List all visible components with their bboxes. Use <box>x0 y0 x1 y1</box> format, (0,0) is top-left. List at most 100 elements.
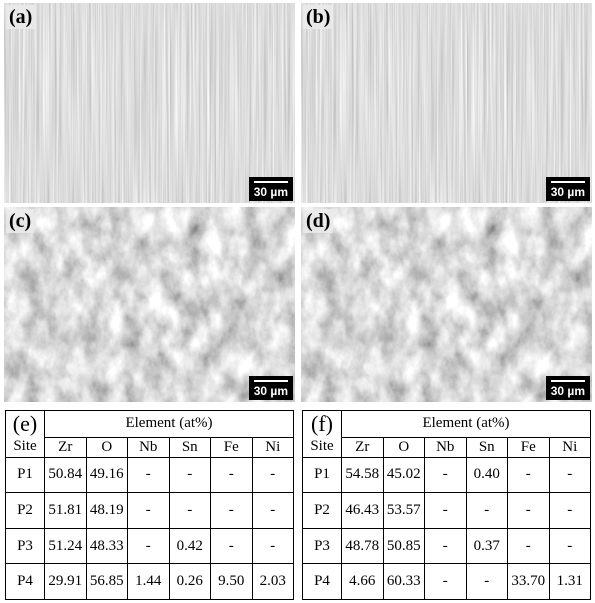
table-cell: P3 <box>6 528 45 564</box>
sem-image <box>301 3 592 203</box>
table-cell: 51.24 <box>45 528 87 564</box>
table-cell: - <box>252 457 294 493</box>
table-cell: 2.03 <box>252 564 294 600</box>
table-cell: - <box>466 493 508 529</box>
table-cell: 1.31 <box>549 564 591 600</box>
table-cell: 48.78 <box>342 528 384 564</box>
table-cell: - <box>508 528 550 564</box>
scale-bar-text: 30 µm <box>551 384 585 398</box>
table-cell: 49.16 <box>86 457 128 493</box>
scale-bar-line <box>254 181 288 183</box>
column-header: Zr <box>342 437 384 457</box>
scale-bar: 30 µm <box>249 177 293 201</box>
column-header: Sn <box>466 437 508 457</box>
scale-bar-line <box>551 181 585 183</box>
page: {"panels": [ {"label": "(a)", "scale_bar… <box>0 0 595 603</box>
micrograph <box>4 207 295 402</box>
panel-label: (c) <box>6 209 34 233</box>
column-header: Sn <box>169 437 211 457</box>
sem-image-panel: (c) 30 µm <box>4 207 295 402</box>
table-cell: - <box>466 564 508 600</box>
group-header: Element (at%) <box>342 411 591 438</box>
sem-image <box>301 207 592 402</box>
sem-image-panel: (a) 30 µm <box>4 3 295 203</box>
panel-label: (a) <box>6 5 35 29</box>
table-cell: 50.85 <box>383 528 425 564</box>
table-cell: 51.81 <box>45 493 87 529</box>
table-cell: P4 <box>6 564 45 600</box>
table-cell: 48.19 <box>86 493 128 529</box>
micrograph <box>301 3 592 203</box>
micrograph <box>301 207 592 402</box>
table-cell: - <box>169 493 211 529</box>
sem-image <box>4 3 295 203</box>
table-cell: P3 <box>303 528 342 564</box>
table-cell: - <box>549 528 591 564</box>
sem-image-panel: (b) 30 µm <box>301 3 592 203</box>
table-cell: 54.58 <box>342 457 384 493</box>
table-cell: P4 <box>303 564 342 600</box>
table-cell: 29.91 <box>45 564 87 600</box>
table-cell: 45.02 <box>383 457 425 493</box>
table-cell: P2 <box>6 493 45 529</box>
table-cell: - <box>128 493 170 529</box>
table-header-row: (f)Element (at%) <box>303 411 591 438</box>
table-cell: - <box>252 493 294 529</box>
column-header: Fe <box>211 437 253 457</box>
scale-bar-text: 30 µm <box>254 185 288 199</box>
panel-label: (b) <box>303 5 333 29</box>
table-cell: - <box>425 457 467 493</box>
scale-bar: 30 µm <box>546 376 590 400</box>
table-cell: 56.85 <box>86 564 128 600</box>
scale-bar-line <box>254 380 288 382</box>
table-cell: - <box>425 493 467 529</box>
table-cell: - <box>508 493 550 529</box>
table-cell: 46.43 <box>342 493 384 529</box>
table-cell: - <box>211 528 253 564</box>
table-label: (e) <box>6 411 45 438</box>
table-cell: P1 <box>6 457 45 493</box>
table-cell: - <box>252 528 294 564</box>
table-cell: P2 <box>303 493 342 529</box>
table-cell: 60.33 <box>383 564 425 600</box>
site-header: Site <box>6 437 45 457</box>
table-header-row: (e)Element (at%) <box>6 411 294 438</box>
table-cell: - <box>425 564 467 600</box>
table-cell: - <box>128 457 170 493</box>
table-cell: - <box>549 493 591 529</box>
column-header: O <box>86 437 128 457</box>
table-cell: 0.40 <box>466 457 508 493</box>
table-cell: - <box>508 457 550 493</box>
scale-bar-text: 30 µm <box>551 185 585 199</box>
table-cell: 1.44 <box>128 564 170 600</box>
sem-image <box>4 207 295 402</box>
scale-bar: 30 µm <box>546 177 590 201</box>
column-header: Zr <box>45 437 87 457</box>
group-header: Element (at%) <box>45 411 294 438</box>
table-cell: 0.42 <box>169 528 211 564</box>
table-cell: - <box>128 528 170 564</box>
site-header: Site <box>303 437 342 457</box>
column-header: Nb <box>425 437 467 457</box>
panel-label: (d) <box>303 209 333 233</box>
table-cell: 0.26 <box>169 564 211 600</box>
table-cell: - <box>549 457 591 493</box>
micrograph <box>4 3 295 203</box>
table-cell: - <box>211 493 253 529</box>
column-header: Nb <box>128 437 170 457</box>
scale-bar: 30 µm <box>249 376 293 400</box>
table-cell: 33.70 <box>508 564 550 600</box>
table-cell: - <box>211 457 253 493</box>
sem-image-panel: (d) 30 µm <box>301 207 592 402</box>
